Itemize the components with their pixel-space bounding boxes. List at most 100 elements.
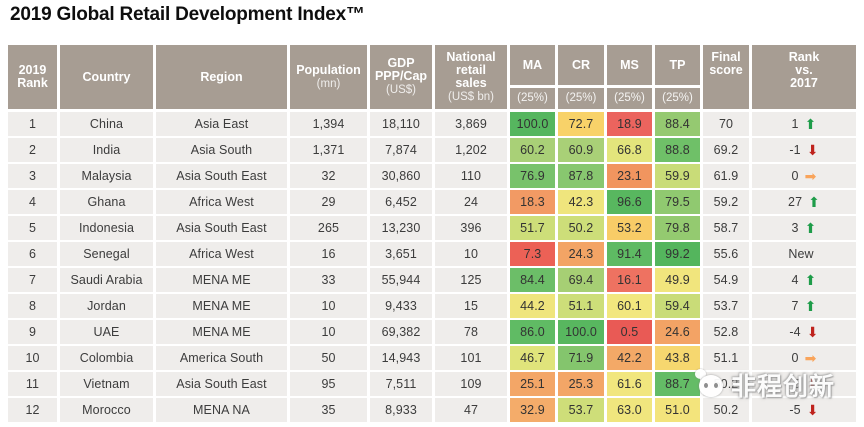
ma-score-cell: 25.1 [510,372,555,396]
country-cell: Vietnam [60,372,153,396]
gdp-cell: 13,230 [370,216,432,240]
retail-sales-cell: 101 [435,346,507,370]
header-population-unit: (mn) [316,77,341,90]
population-cell: 50 [290,346,367,370]
rank-change-value: 0 [791,351,799,365]
population-cell: 35 [290,398,367,422]
population-cell: 10 [290,320,367,344]
country-cell: India [60,138,153,162]
region-cell: MENA ME [156,320,287,344]
header-tp: TP [655,45,700,85]
ms-score-cell: 42.2 [607,346,652,370]
gdp-cell: 3,651 [370,242,432,266]
rank-cell: 10 [8,346,57,370]
ma-score-cell: 100.0 [510,112,555,136]
rank-cell: 11 [8,372,57,396]
region-cell: Asia South East [156,216,287,240]
rank-change-value: 27 [788,195,803,209]
rank-cell: 5 [8,216,57,240]
header-population-label: Population [296,62,361,77]
gdp-cell: 69,382 [370,320,432,344]
ma-score-cell: 51.7 [510,216,555,240]
final-score-cell: 59.2 [703,190,749,214]
final-score-cell: 61.9 [703,164,749,188]
cr-score-cell: 69.4 [558,268,604,292]
ma-score-cell: 44.2 [510,294,555,318]
gdp-cell: 7,874 [370,138,432,162]
header-country: Country [60,45,153,109]
gdp-cell: 7,511 [370,372,432,396]
gdp-cell: 14,943 [370,346,432,370]
cr-score-cell: 51.1 [558,294,604,318]
final-score-cell: 58.7 [703,216,749,240]
header-ms-weight: (25%) [607,88,652,109]
header-retail-sales: National retail sales (US$ bn) [435,45,507,109]
country-cell: UAE [60,320,153,344]
header-rank-vs-2017: Rank vs. 2017 [752,45,856,109]
region-cell: Africa West [156,190,287,214]
rank-change-value: 3 [791,221,799,235]
cr-score-cell: 87.8 [558,164,604,188]
ms-score-cell: 18.9 [607,112,652,136]
page-title: 2019 Global Retail Development Index™ [10,4,365,25]
gdp-cell: 9,433 [370,294,432,318]
region-cell: MENA ME [156,268,287,292]
country-cell: Morocco [60,398,153,422]
table-row: 12 Morocco MENA NA 35 8,933 47 32.9 53.7… [8,398,856,422]
rank-change-arrow-icon: ⬇ [806,402,819,418]
tp-score-cell: 88.7 [655,372,700,396]
rank-cell: 9 [8,320,57,344]
gdp-cell: 18,110 [370,112,432,136]
retail-sales-cell: 10 [435,242,507,266]
ma-score-cell: 86.0 [510,320,555,344]
rank-change-arrow-icon: ⬆ [804,272,817,288]
rank-cell: 12 [8,398,57,422]
rank-cell: 3 [8,164,57,188]
rank-change-value: New [788,247,814,261]
ma-score-cell: 84.4 [510,268,555,292]
ms-score-cell: 23.1 [607,164,652,188]
table-body: 1 China Asia East 1,394 18,110 3,869 100… [8,112,856,422]
cr-score-cell: 25.3 [558,372,604,396]
header-ma: MA [510,45,555,85]
ms-score-cell: 53.2 [607,216,652,240]
retail-sales-cell: 78 [435,320,507,344]
header-retail-sales-unit: (US$ bn) [447,90,495,103]
country-cell: Saudi Arabia [60,268,153,292]
tp-score-cell: 88.4 [655,112,700,136]
header-gdp: GDP PPP/Cap (US$) [370,45,432,109]
ms-score-cell: 91.4 [607,242,652,266]
cr-score-cell: 24.3 [558,242,604,266]
ms-score-cell: 61.6 [607,372,652,396]
rank-change-arrow-icon: ⬇ [806,376,819,392]
gdp-cell: 6,452 [370,190,432,214]
header-retail-sales-label: National retail sales [446,49,496,90]
ms-score-cell: 60.1 [607,294,652,318]
country-cell: Malaysia [60,164,153,188]
rank-change-arrow-icon: ⬆ [804,220,817,236]
rank-change-value: -4 [789,325,801,339]
country-cell: Ghana [60,190,153,214]
cr-score-cell: 60.9 [558,138,604,162]
header-gdp-unit: (US$) [385,84,417,96]
table-row: 8 Jordan MENA ME 10 9,433 15 44.2 51.1 6… [8,294,856,318]
population-cell: 1,371 [290,138,367,162]
table-header: 2019 Rank Country Region Population (mn)… [8,45,856,109]
tp-score-cell: 79.8 [655,216,700,240]
population-cell: 265 [290,216,367,240]
final-score-cell: 53.7 [703,294,749,318]
population-cell: 95 [290,372,367,396]
rank-cell: 6 [8,242,57,266]
header-final-score: Final score [703,45,749,109]
rank-change-arrow-icon: ⬇ [806,142,819,158]
final-score-cell: 54.9 [703,268,749,292]
table-row: 9 UAE MENA ME 10 69,382 78 86.0 100.0 0.… [8,320,856,344]
retail-sales-cell: 125 [435,268,507,292]
table-row: 1 China Asia East 1,394 18,110 3,869 100… [8,112,856,136]
rank-change-cell: 0 ➡ [752,164,856,188]
region-cell: Asia East [156,112,287,136]
cr-score-cell: 72.7 [558,112,604,136]
ms-score-cell: 0.5 [607,320,652,344]
header-population: Population (mn) [290,45,367,109]
rank-change-arrow-icon: ⬇ [806,324,819,340]
